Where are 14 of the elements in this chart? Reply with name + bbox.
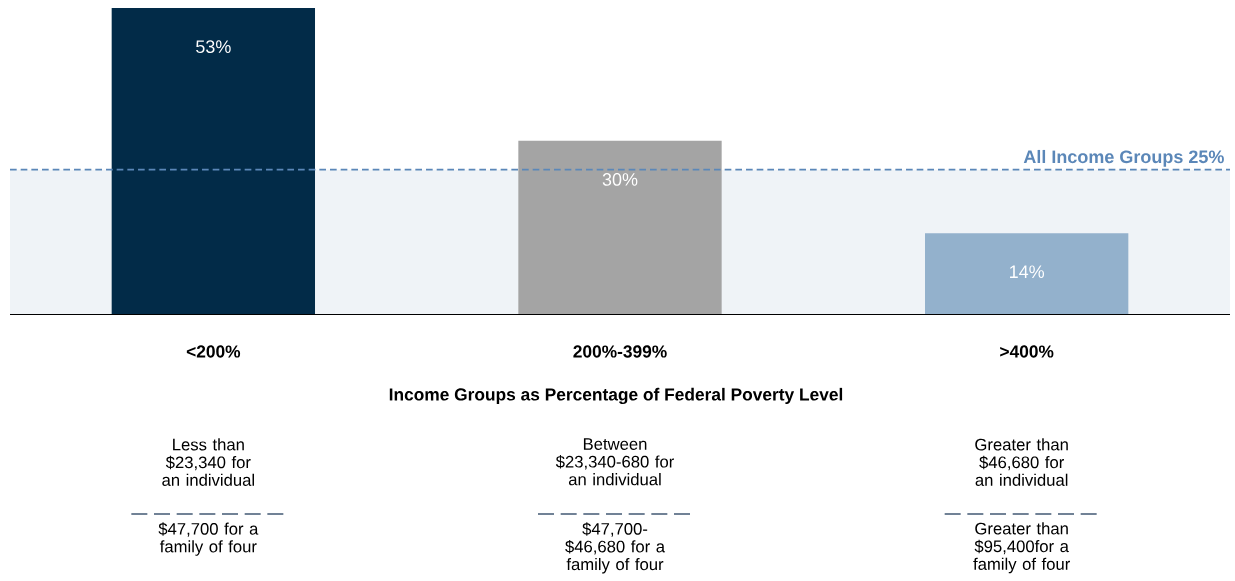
text: Between $23,340-680 for an individual <box>555 438 675 486</box>
data-label: 30% <box>602 173 638 186</box>
ref-line-label: All Income Groups 25% <box>1023 149 1224 167</box>
x-tick-label: >400% <box>1000 345 1054 358</box>
text: Greater than $95,400for a family of four <box>973 522 1070 574</box>
text: $47,700 for a family of four <box>158 522 259 556</box>
text: $47,700- $46,680 for a family of four <box>565 522 666 574</box>
x-axis-title: Income Groups as Percentage of Federal Poverty Level <box>389 387 843 405</box>
data-label: 53% <box>196 40 231 53</box>
text: Less than $23,340 for an individual <box>162 438 254 486</box>
data-label: 14% <box>1010 265 1045 279</box>
text: Greater than $46,680 for an individual <box>975 438 1068 486</box>
x-tick-label: <200% <box>186 345 241 358</box>
x-tick-label: 200%-399% <box>573 345 667 358</box>
